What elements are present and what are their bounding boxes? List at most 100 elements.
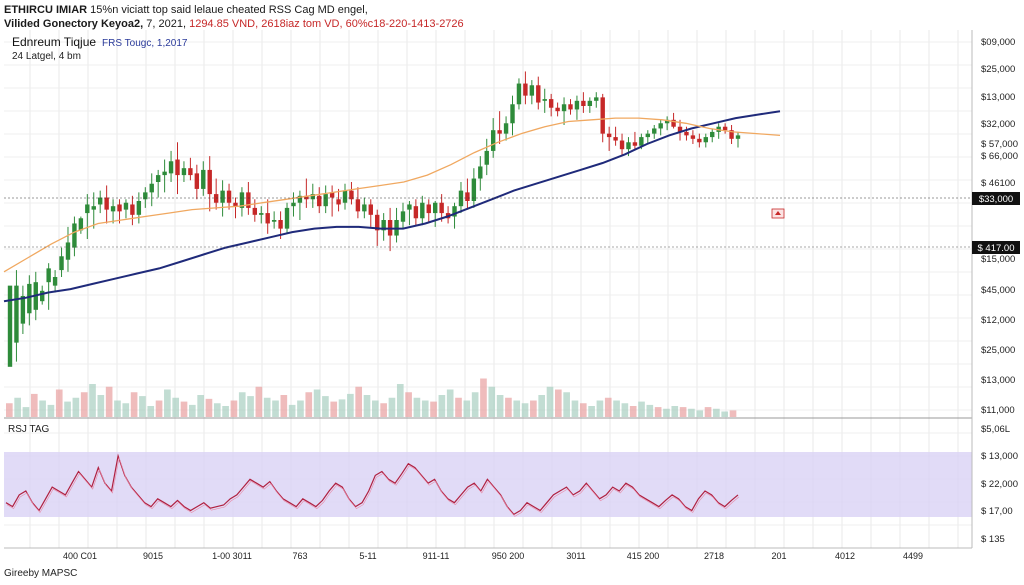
rsi-label: RSJ TAG — [8, 424, 50, 435]
volume-bar — [671, 406, 679, 417]
candle-up — [645, 133, 651, 138]
candle-up — [259, 213, 264, 215]
candle-down — [413, 206, 419, 219]
volume-bar — [6, 403, 13, 417]
rsi-band — [4, 452, 972, 517]
volume-bar — [372, 400, 379, 417]
candle-up — [27, 283, 32, 314]
rsi-shadow-path — [6, 456, 740, 517]
candle-down — [329, 192, 335, 198]
time-axis-label: 201 — [771, 551, 786, 561]
candle-down — [188, 168, 193, 176]
candle-up — [310, 194, 315, 200]
volume-bar — [272, 400, 279, 417]
candle-up — [123, 202, 129, 210]
candle-down — [465, 192, 470, 201]
volume-bar — [238, 392, 246, 417]
candle-up — [490, 130, 496, 151]
candle-down — [130, 204, 135, 215]
candle-down — [246, 192, 251, 208]
volume-bar — [638, 401, 645, 417]
candle-up — [510, 104, 515, 124]
volume-bar — [172, 397, 180, 417]
volume-bars — [6, 378, 737, 417]
candle-up — [85, 204, 90, 214]
volume-bar — [646, 404, 654, 417]
volume-bar — [255, 386, 263, 417]
candle-up — [458, 190, 464, 207]
price-axis-label: $13,000 — [981, 92, 1015, 103]
volume-bar — [189, 404, 196, 417]
candle-down — [497, 130, 502, 134]
volume-bar — [713, 408, 720, 417]
candlesticks[interactable] — [7, 71, 741, 367]
volume-bar — [405, 392, 412, 417]
volume-bar — [130, 392, 138, 417]
volume-bar — [263, 397, 271, 417]
volume-bar — [455, 397, 462, 417]
candle-down — [555, 107, 560, 112]
candle-up — [14, 285, 19, 343]
candle-up — [587, 100, 593, 106]
volume-bar — [14, 397, 21, 417]
volume-bar — [97, 395, 105, 417]
candle-up — [484, 150, 489, 165]
candle-down — [581, 100, 586, 106]
candle-up — [503, 123, 509, 134]
rsi-axis-label: $ 135 — [981, 534, 1005, 545]
candle-down — [278, 220, 283, 229]
candle-up — [201, 169, 206, 189]
candle-up — [143, 192, 148, 200]
alert-flag-mark — [775, 211, 781, 215]
price-axis-label: $15,000 — [981, 254, 1015, 265]
volume-bar — [613, 400, 620, 417]
time-axis-label: 4499 — [903, 551, 923, 561]
volume-bar — [55, 389, 63, 417]
volume-bar — [430, 401, 437, 417]
volume-bar — [30, 393, 38, 417]
candle-down — [375, 214, 380, 231]
candle-up — [72, 223, 77, 248]
volume-bar — [64, 401, 71, 417]
volume-bar — [72, 397, 80, 417]
price-axis-label: $32,000 — [981, 119, 1015, 130]
volume-bar — [363, 395, 371, 417]
volume-bar — [47, 404, 55, 417]
rsi-axis-label: $ 22,000 — [981, 479, 1018, 490]
candle-down — [207, 169, 212, 195]
candle-up — [162, 171, 167, 176]
price-axis-label: $09,000 — [981, 37, 1015, 48]
price-axis-label: $11,000 — [981, 405, 1015, 416]
candle-down — [233, 202, 238, 207]
moving-averages — [3, 110, 781, 303]
candle-up — [168, 161, 174, 174]
price-axis-label: $25,000 — [981, 345, 1015, 356]
volume-bar — [39, 400, 46, 417]
candle-up — [40, 290, 45, 302]
candle-down — [439, 202, 444, 214]
volume-bar — [122, 403, 130, 417]
candle-up — [342, 190, 348, 203]
time-axis-label: 763 — [292, 551, 307, 561]
volume-bar — [347, 393, 354, 417]
header-description: 15%n viciatt top said lelaue cheated RSS… — [90, 4, 368, 16]
time-axis-label: 2718 — [704, 551, 724, 561]
candle-up — [220, 190, 225, 203]
candle-down — [355, 199, 361, 212]
candle-down — [349, 190, 354, 200]
volume-bar — [297, 400, 304, 417]
volume-bar — [105, 386, 113, 417]
candle-up — [471, 178, 477, 201]
time-axis-label: 400 C01 — [63, 551, 97, 561]
volume-bar — [355, 386, 363, 417]
candle-down — [252, 207, 258, 215]
volume-bar — [505, 397, 512, 417]
header-name: Vilided Gonectory Keyoa2, — [4, 18, 144, 30]
header-line-2: Vilided Gonectory Keyoa2, 7, 2021, 1294.… — [4, 17, 464, 31]
volume-bar — [488, 386, 496, 417]
volume-bar — [164, 389, 171, 417]
volume-bar — [654, 407, 662, 417]
volume-bar — [139, 396, 146, 417]
candle-up — [7, 285, 13, 367]
